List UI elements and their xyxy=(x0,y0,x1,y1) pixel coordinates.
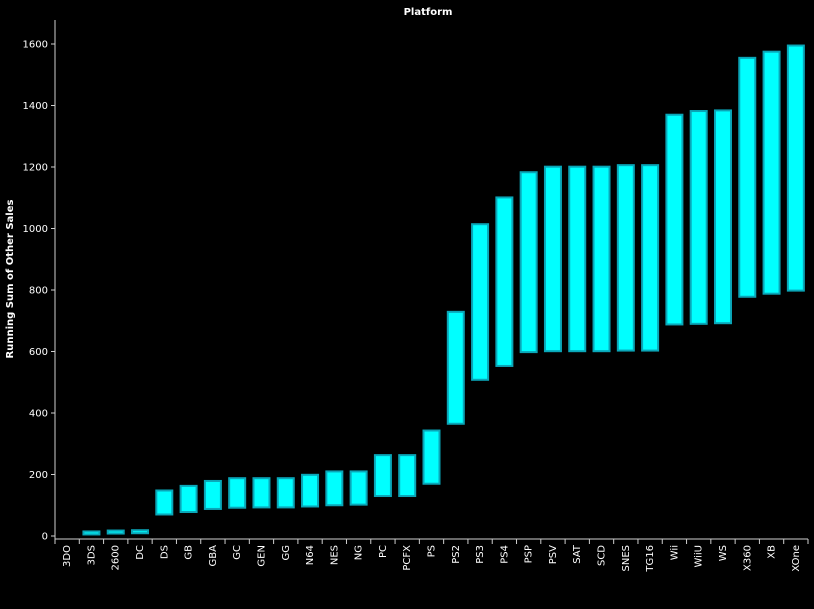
bar-xone xyxy=(786,44,805,292)
bar-gc xyxy=(228,477,247,509)
x-tick-label: PSV xyxy=(548,545,559,564)
bar-ps4 xyxy=(495,196,514,367)
y-tick-label: 400 xyxy=(29,409,48,420)
x-tick-label: 2600 xyxy=(111,545,122,570)
y-axis-title: Running Sum of Other Sales xyxy=(5,200,16,359)
bar-scd xyxy=(592,165,611,353)
x-tick-label: PSP xyxy=(524,545,535,563)
bar-2600 xyxy=(106,529,125,535)
x-tick-label: NG xyxy=(354,545,365,560)
bar-dc xyxy=(131,529,150,535)
bar-ps3 xyxy=(471,223,490,381)
x-tick-label: X360 xyxy=(742,545,753,571)
bar-tg16 xyxy=(641,164,660,352)
bar-pc xyxy=(373,454,392,498)
bar-gba xyxy=(203,479,222,510)
bar-wii xyxy=(665,113,684,326)
bar-3ds xyxy=(82,530,101,536)
bar-ng xyxy=(349,470,368,506)
bar-pcfx xyxy=(398,454,417,498)
bar-gg xyxy=(276,477,295,509)
bar-n64 xyxy=(301,473,320,508)
x-axis: 3DO 3DS 2600 DC DS GB GBA GC GEN GG N64 NES NG PC PCFX… xyxy=(54,538,809,573)
x-tick-label: TG16 xyxy=(645,545,656,573)
x-tick-label: 3DS xyxy=(86,545,97,565)
x-tick-label: XOne xyxy=(791,545,802,572)
x-tick-label: GBA xyxy=(208,545,219,567)
bar-psp xyxy=(519,171,538,354)
x-tick-label: PS4 xyxy=(499,545,510,564)
bar-nes xyxy=(325,470,344,507)
x-tick-label: WS xyxy=(718,545,729,561)
y-tick-label: 1000 xyxy=(23,224,48,235)
bar-ws xyxy=(713,109,732,325)
y-tick-label: 800 xyxy=(29,286,48,297)
x-tick-label: PS xyxy=(427,545,438,557)
x-tick-label: SAT xyxy=(572,544,583,564)
bar-ps2 xyxy=(446,310,465,425)
y-tick-label: 0 xyxy=(42,532,48,543)
x-tick-label: PS3 xyxy=(475,545,486,564)
chart-title: Platform xyxy=(404,7,453,18)
bar-wiiu xyxy=(689,110,708,325)
x-tick-label: Wii xyxy=(669,545,680,560)
y-tick-label: 200 xyxy=(29,470,48,481)
x-tick-label: 3DO xyxy=(62,545,73,567)
x-tick-label: SNES xyxy=(621,545,632,572)
x-tick-label: GG xyxy=(281,545,292,561)
bar-ps xyxy=(422,429,441,485)
y-tick-label: 1200 xyxy=(23,163,48,174)
x-tick-label: PCFX xyxy=(402,545,413,571)
bar-psv xyxy=(543,165,562,353)
x-tick-label: N64 xyxy=(305,545,316,565)
x-tick-label: PC xyxy=(378,545,389,558)
x-tick-label: SCD xyxy=(597,545,608,566)
x-tick-label: PS2 xyxy=(451,545,462,564)
x-tick-label: XB xyxy=(767,545,778,559)
y-tick-label: 1600 xyxy=(23,40,48,51)
bar-gb xyxy=(179,484,198,514)
bar-ds xyxy=(155,489,174,516)
x-tick-label: GB xyxy=(184,545,195,560)
x-tick-label: NES xyxy=(329,545,340,565)
bar-gen xyxy=(252,477,271,509)
x-tick-label: GEN xyxy=(256,545,267,567)
x-tick-label: WiiU xyxy=(694,545,705,568)
bar-snes xyxy=(616,164,635,352)
bars xyxy=(82,44,805,536)
y-axis: 0 200 400 600 800 1000 1200 1400 1600 xyxy=(23,20,56,543)
y-tick-label: 1400 xyxy=(23,101,48,112)
y-tick-label: 600 xyxy=(29,347,48,358)
x-tick-label: GC xyxy=(232,545,243,560)
bar-x360 xyxy=(738,56,757,298)
bar-sat xyxy=(568,165,587,353)
bar-xb xyxy=(762,50,781,295)
x-tick-label: DC xyxy=(135,545,146,560)
x-tick-label: DS xyxy=(159,545,170,559)
